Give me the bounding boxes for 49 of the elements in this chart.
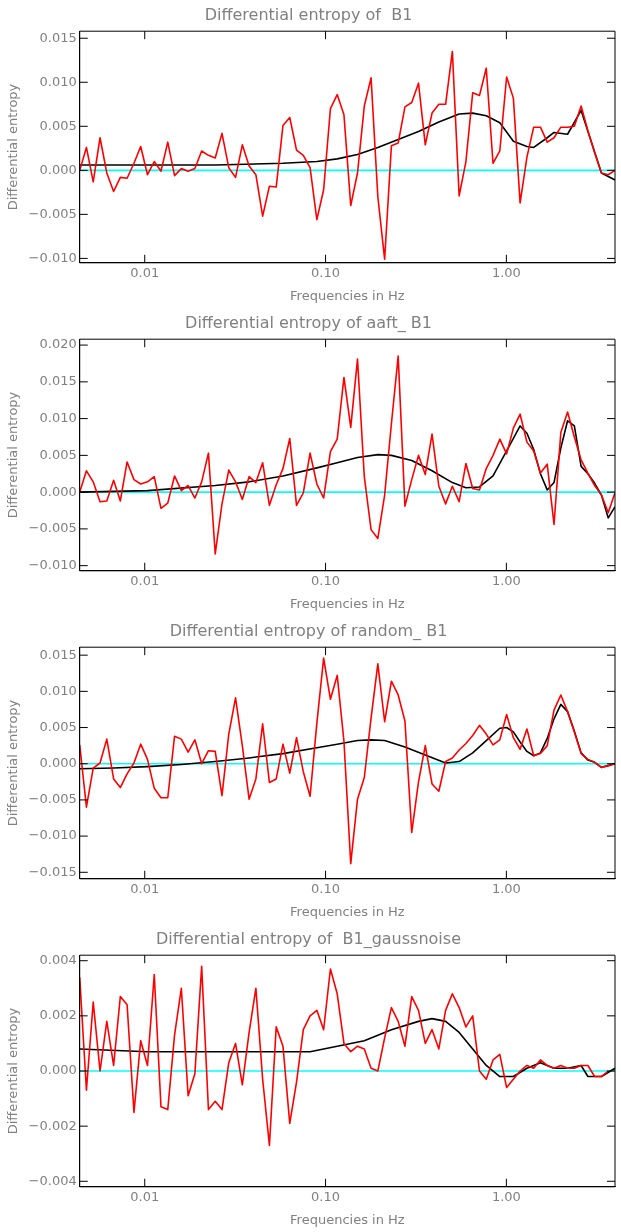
- x-tick-label: 0.10: [311, 572, 341, 588]
- y-tick-label: −0.005: [28, 520, 77, 536]
- x-tick-label: 1.00: [491, 880, 521, 896]
- y-tick-label: −0.010: [28, 557, 77, 573]
- y-tick-label: −0.005: [28, 791, 77, 807]
- y-tick-label: 0.000: [39, 755, 77, 771]
- y-tick-label: 0.005: [39, 446, 77, 462]
- chart-title: Differential entropy of aaft_ B1: [185, 312, 432, 333]
- chart-title: Differential entropy of B1_gaussnoise: [156, 928, 461, 949]
- x-tick-label: 0.01: [130, 880, 160, 896]
- y-tick-label: 0.005: [39, 117, 77, 133]
- x-axis-title: Frequencies in Hz: [290, 1211, 405, 1227]
- chart-title: Differential entropy of random_ B1: [169, 620, 448, 641]
- y-tick-label: −0.005: [28, 205, 77, 221]
- x-axis-title: Frequencies in Hz: [290, 287, 405, 303]
- x-tick-label: 1.00: [491, 572, 521, 588]
- x-axis-title: Frequencies in Hz: [290, 903, 405, 919]
- y-tick-label: 0.010: [39, 682, 77, 698]
- x-tick-label: 0.01: [130, 264, 160, 280]
- x-tick-label: 1.00: [491, 264, 521, 280]
- y-tick-label: −0.004: [28, 1172, 77, 1188]
- y-tick-label: 0.000: [39, 1062, 77, 1078]
- y-tick-label: 0.000: [39, 483, 77, 499]
- y-tick-label: 0.005: [39, 718, 77, 734]
- y-tick-label: 0.015: [39, 29, 77, 45]
- y-tick-label: −0.010: [28, 827, 77, 843]
- y-tick-label: 0.015: [39, 646, 77, 662]
- y-axis-title: Differential entropy: [5, 1007, 21, 1135]
- x-tick-label: 0.10: [311, 1188, 341, 1204]
- x-tick-label: 1.00: [491, 1188, 521, 1204]
- y-tick-label: −0.015: [28, 863, 77, 879]
- x-tick-label: 0.01: [130, 572, 160, 588]
- x-tick-label: 0.10: [311, 880, 341, 896]
- y-axis-title: Differential entropy: [5, 83, 21, 211]
- x-tick-label: 0.01: [130, 1188, 160, 1204]
- y-tick-label: 0.000: [39, 161, 77, 177]
- y-tick-label: 0.010: [39, 409, 77, 425]
- y-tick-label: −0.002: [28, 1117, 77, 1133]
- y-axis-title: Differential entropy: [5, 699, 21, 827]
- chart-title: Differential entropy of B1: [204, 4, 413, 24]
- y-tick-label: −0.010: [28, 249, 77, 265]
- y-tick-label: 0.020: [39, 336, 77, 352]
- x-axis-title: Frequencies in Hz: [290, 595, 405, 611]
- y-tick-label: 0.002: [39, 1007, 77, 1023]
- x-tick-label: 0.10: [311, 264, 341, 280]
- y-tick-label: 0.010: [39, 73, 77, 89]
- y-tick-label: 0.004: [39, 952, 77, 968]
- y-tick-label: 0.015: [39, 373, 77, 389]
- y-axis-title: Differential entropy: [5, 391, 21, 519]
